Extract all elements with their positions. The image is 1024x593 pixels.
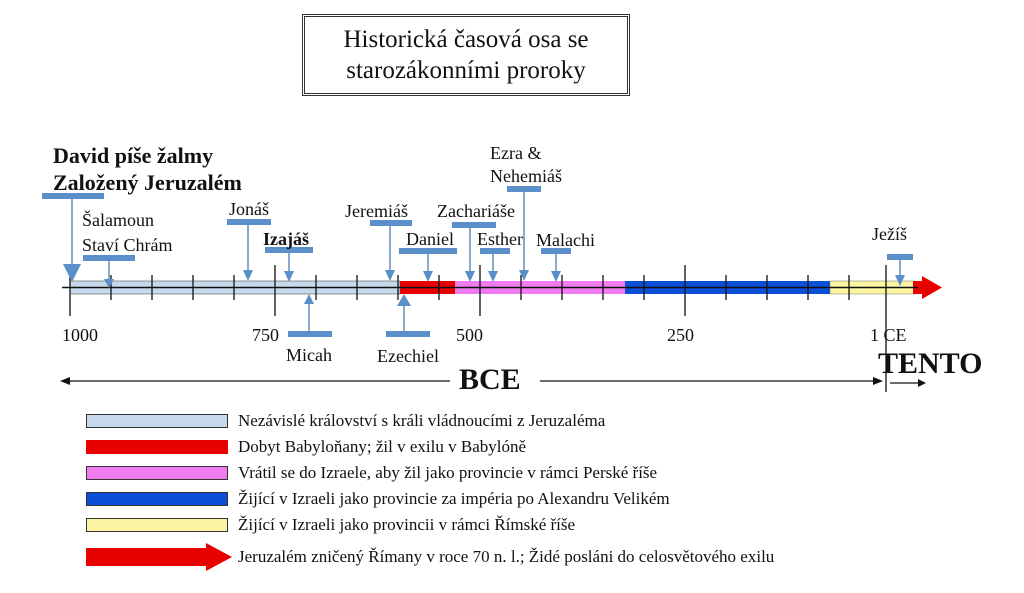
- marker-jonah: [227, 219, 271, 281]
- legend-swatch-kingdom: [86, 414, 228, 428]
- tick-label-1000: 1000: [62, 325, 98, 345]
- label-ezra-2: Nehemiáš: [490, 166, 562, 186]
- legend-swatch-persia: [86, 466, 228, 480]
- label-jonah: Jonáš: [229, 199, 269, 219]
- tick-label-500: 500: [456, 325, 483, 345]
- marker-jesus: [887, 254, 913, 286]
- marker-micah: [288, 294, 332, 337]
- label-malachi: Malachi: [536, 230, 595, 250]
- label-david: David píše žalmy: [53, 143, 214, 168]
- label-jerusalem: Založený Jeruzalém: [53, 170, 242, 195]
- legend-text-greek: Žijící v Izraeli jako provincie za impér…: [238, 489, 670, 508]
- legend-text-destruction: Jeruzalém zničený Římany v roce 70 n. l.…: [238, 547, 775, 566]
- bce-label: BCE: [459, 363, 521, 396]
- label-solomon-2: Staví Chrám: [82, 235, 173, 255]
- label-esther: Esther: [477, 229, 523, 249]
- label-daniel: Daniel: [406, 229, 454, 249]
- label-jesus: Ježíš: [872, 224, 907, 244]
- label-ezra-1: Ezra &: [490, 143, 542, 163]
- tick-label-250: 250: [667, 325, 694, 345]
- legend-text-rome: Žijící v Izraeli jako provincii v rámci …: [238, 515, 576, 534]
- present-label: TENTO: [878, 347, 983, 380]
- legend-swatch-greek: [86, 492, 228, 506]
- marker-jeremiah: [370, 220, 412, 281]
- marker-zechariah: [452, 222, 496, 282]
- legend-arrow-swatch: [86, 543, 232, 571]
- legend-swatch-rome: [86, 518, 228, 532]
- bce-span-arrow: [60, 377, 883, 385]
- destruction-arrow: [913, 276, 942, 299]
- label-solomon-1: Šalamoun: [82, 210, 154, 230]
- label-micah: Micah: [286, 345, 332, 365]
- label-isaiah: Izajáš: [263, 229, 309, 249]
- marker-daniel: [399, 248, 457, 282]
- legend-text-babylon: Dobyt Babyloňany; žil v exilu v Babylóně: [238, 437, 527, 456]
- title-box: Historická časová osa se starozákonními …: [302, 14, 630, 96]
- marker-solomon: [83, 255, 135, 288]
- marker-ezra-nehemiah: [507, 186, 541, 281]
- label-zechariah: Zachariáše: [437, 201, 515, 221]
- present-span-arrow: [890, 379, 926, 387]
- marker-ezekiel: [386, 294, 430, 337]
- marker-david: [42, 193, 104, 282]
- tick-label-750: 750: [252, 325, 279, 345]
- title-line-2: starozákonními proroky: [346, 57, 586, 84]
- marker-isaiah: [265, 247, 313, 282]
- title-line-1: Historická časová osa se: [343, 26, 589, 53]
- event-markers: [42, 186, 913, 337]
- label-jeremiah: Jeremiáš: [345, 201, 408, 221]
- marker-esther: [480, 248, 510, 282]
- legend-text-persia: Vrátil se do Izraele, aby žil jako provi…: [238, 463, 658, 482]
- tick-label-1ce: 1 CE: [870, 325, 907, 345]
- legend-swatch-babylon: [86, 440, 228, 454]
- label-ezekiel: Ezechiel: [377, 346, 439, 366]
- legend-text-kingdom: Nezávislé království s králi vládnoucími…: [238, 411, 606, 430]
- marker-malachi: [541, 248, 571, 282]
